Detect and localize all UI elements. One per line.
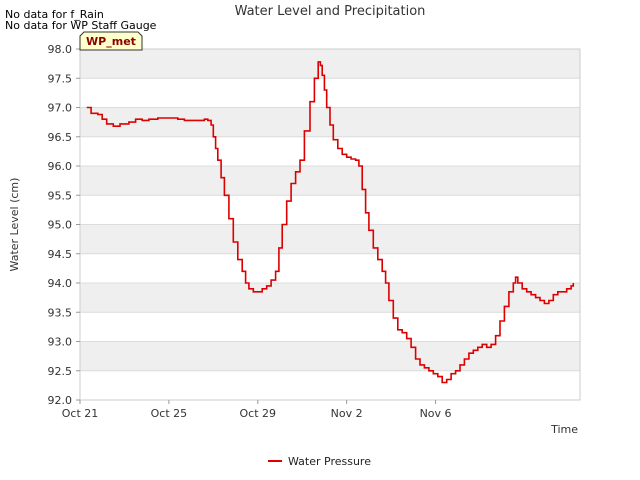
y-tick-label: 95.0 <box>48 219 73 232</box>
y-axis-label: Water Level (cm) <box>8 178 21 272</box>
y-tick-label: 92.5 <box>48 365 73 378</box>
grid-band <box>80 166 580 196</box>
y-tick-label: 95.5 <box>48 189 73 202</box>
x-axis-label: Time <box>550 423 578 436</box>
no-data-note-rain: No data for f_Rain <box>5 8 104 21</box>
y-tick-label: 92.0 <box>48 394 73 407</box>
x-tick-label: Oct 29 <box>240 407 277 420</box>
y-tick-label: 96.5 <box>48 131 73 144</box>
grid-band <box>80 283 580 313</box>
series-line-water-pressure <box>86 61 575 384</box>
x-tick-label: Oct 25 <box>151 407 188 420</box>
badge-label: WP_met <box>86 35 136 48</box>
y-tick-label: 94.0 <box>48 277 73 290</box>
x-tick-label: Nov 2 <box>331 407 363 420</box>
y-tick-label: 97.0 <box>48 102 73 115</box>
grid-band <box>80 224 580 254</box>
y-tick-label: 94.5 <box>48 248 73 261</box>
y-tick-label: 98.0 <box>48 43 73 56</box>
grid-band <box>80 49 580 79</box>
y-tick-label: 96.0 <box>48 160 73 173</box>
x-tick-label: Oct 21 <box>62 407 99 420</box>
y-tick-label: 93.5 <box>48 306 73 319</box>
x-tick-label: Nov 6 <box>420 407 452 420</box>
badge-background <box>79 31 143 51</box>
grid-band <box>80 341 580 371</box>
y-tick-label: 97.5 <box>48 72 73 85</box>
y-tick-label: 93.0 <box>48 336 73 349</box>
legend-label: Water Pressure <box>288 455 371 468</box>
chart-title: Water Level and Precipitation <box>235 4 426 19</box>
no-data-note-gauge: No data for WP Staff Gauge <box>5 19 157 32</box>
